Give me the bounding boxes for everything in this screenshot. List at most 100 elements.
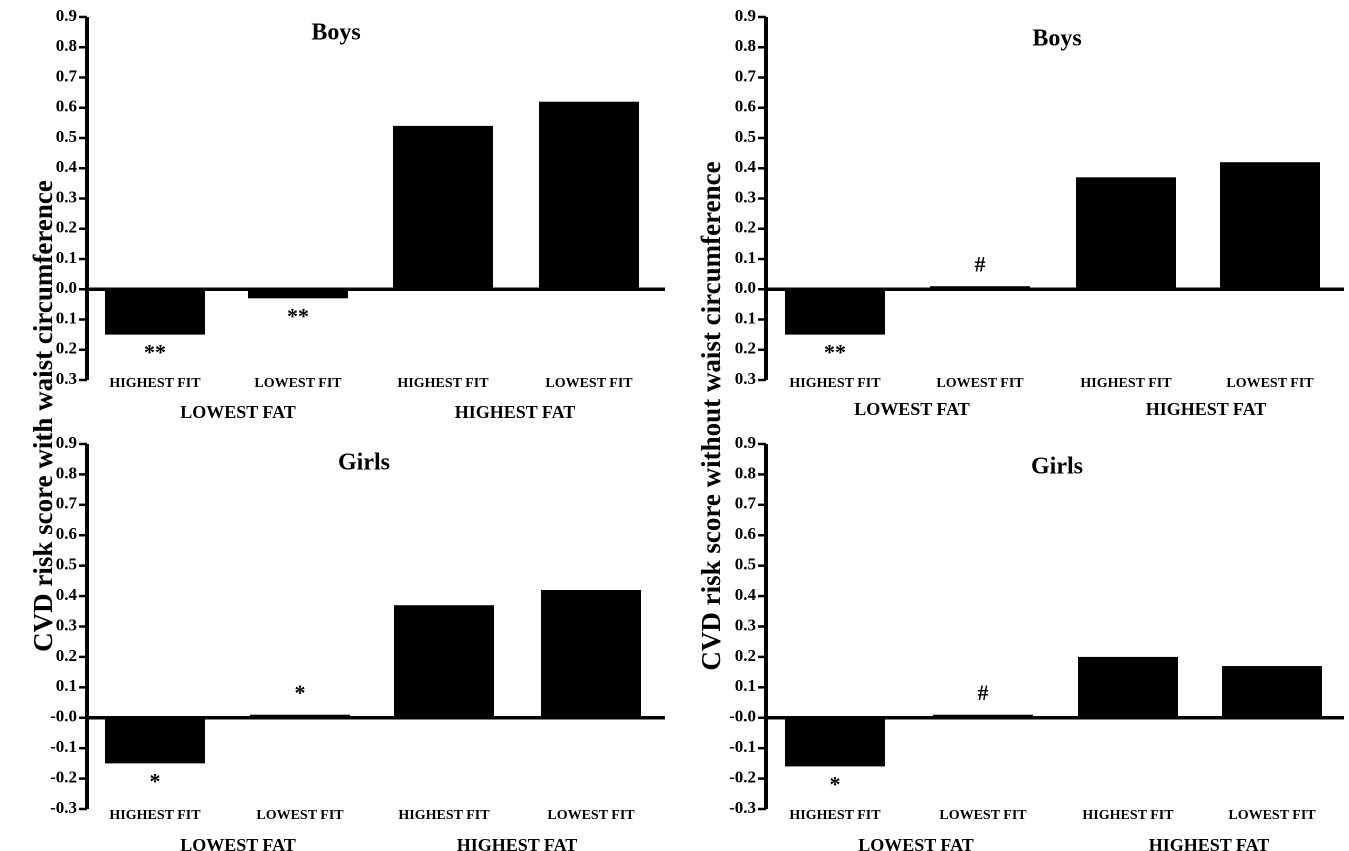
category-label: HIGHEST FIT xyxy=(789,808,881,823)
y-tick-label: 0.1 xyxy=(735,248,756,267)
bar-3 xyxy=(393,125,493,290)
y-tick-label: 0.2 xyxy=(56,218,77,237)
category-label: LOWEST FIT xyxy=(256,808,344,823)
category-label: HIGHEST FIT xyxy=(109,808,201,823)
y-tick-label: 0.5 xyxy=(56,555,77,574)
category-label: HIGHEST FIT xyxy=(1080,376,1172,391)
y-tick-label: 0.3 xyxy=(735,369,756,388)
bar-3 xyxy=(394,605,494,718)
category-label: LOWEST FIT xyxy=(939,808,1027,823)
chart-title: Girls xyxy=(338,450,390,476)
y-tick-label: 0.4 xyxy=(56,157,78,176)
bar-4 xyxy=(1222,666,1322,718)
y-tick-label: 0.9 xyxy=(735,6,756,25)
y-tick-label: 0.6 xyxy=(56,97,77,116)
y-tick-label: 0.1 xyxy=(735,308,756,327)
category-label: LOWEST FIT xyxy=(936,376,1024,391)
group-label: HIGHEST FAT xyxy=(1146,399,1267,419)
y-tick-label: -0.3 xyxy=(729,798,756,817)
y-tick-label: -0.2 xyxy=(50,767,77,786)
category-label: LOWEST FIT xyxy=(547,808,635,823)
bar-1 xyxy=(105,289,205,335)
y-axis-label-right: CVD risk score without waist circumferen… xyxy=(696,161,726,670)
category-label: LOWEST FIT xyxy=(545,376,633,391)
y-tick-label: 0.6 xyxy=(56,524,77,543)
significance-marker: # xyxy=(975,251,986,276)
category-label: HIGHEST FIT xyxy=(398,808,490,823)
bar-1 xyxy=(785,717,885,767)
y-tick-label: 0.5 xyxy=(56,127,77,146)
chart-panels: Boys 0.3 0.2 0.1 0.0 0.1 0.2 0.3 0.4 0.5 0.6 0.7 0.8… xyxy=(50,6,1344,851)
y-tick-label: 0.2 xyxy=(56,646,77,665)
bar-2 xyxy=(248,289,348,299)
y-tick-label: 0.8 xyxy=(56,36,77,55)
y-tick-label: 0.7 xyxy=(56,494,78,513)
y-tick-label: 0.3 xyxy=(735,615,756,634)
chart-panel-girls-with-wc: Girls -0.3 -0.2 -0.1 -0.0 0.1 0.2 0.3 0.4 0.5 0.6 0… xyxy=(50,433,665,851)
bar-3 xyxy=(1076,177,1176,290)
y-tick-label: 0.4 xyxy=(735,157,757,176)
group-label: HIGHEST FAT xyxy=(457,835,578,851)
y-tick-label: 0.2 xyxy=(56,339,77,358)
y-tick-label: 0.9 xyxy=(56,433,77,452)
y-tick-label: -0.3 xyxy=(50,798,77,817)
bar-4 xyxy=(1220,162,1320,290)
bar-3 xyxy=(1078,656,1178,718)
significance-marker: ** xyxy=(824,340,846,365)
y-tick-label: 0.1 xyxy=(56,248,77,267)
y-tick-label: 0.8 xyxy=(735,463,756,482)
category-label: HIGHEST FIT xyxy=(789,376,881,391)
significance-marker: * xyxy=(830,771,841,796)
y-tick-label: 0.4 xyxy=(735,585,757,604)
y-tick-label: 0.3 xyxy=(735,187,756,206)
y-tick-label: 0.1 xyxy=(56,308,77,327)
chart-title: Boys xyxy=(311,20,360,46)
chart-panel-boys-without-wc: Boys 0.3 0.2 0.1 0.0 0.1 0.2 0.3 0.4 0.5 0.6 0.7 0.8… xyxy=(735,6,1344,419)
chart-title: Girls xyxy=(1031,454,1083,480)
y-tick-label: -0.1 xyxy=(50,737,77,756)
y-tick-label: 0.7 xyxy=(735,494,757,513)
y-tick-label: 0.5 xyxy=(735,555,756,574)
y-tick-label: 0.2 xyxy=(735,339,756,358)
group-label: LOWEST FAT xyxy=(180,402,296,422)
category-label: HIGHEST FIT xyxy=(1082,808,1174,823)
significance-marker: ** xyxy=(144,340,166,365)
y-tick-label: 0.5 xyxy=(735,127,756,146)
chart-title: Boys xyxy=(1032,26,1081,52)
y-tick-label: 0.3 xyxy=(56,187,77,206)
y-tick-label: -0.2 xyxy=(729,767,756,786)
bar-4 xyxy=(541,590,641,718)
y-tick-label: -0.0 xyxy=(50,707,77,726)
y-tick-label: 0.8 xyxy=(735,36,756,55)
bar-1 xyxy=(785,289,885,335)
category-label: HIGHEST FIT xyxy=(109,376,201,391)
significance-marker: * xyxy=(295,680,306,705)
bar-4 xyxy=(539,101,639,290)
chart-panel-girls-without-wc: Girls -0.3 -0.2 -0.1 -0.0 0.1 0.2 0.3 0.4 0.5 0.6 0… xyxy=(729,433,1344,851)
group-label: LOWEST FAT xyxy=(858,835,974,851)
category-label: LOWEST FIT xyxy=(1226,376,1314,391)
y-tick-label: 0.9 xyxy=(735,433,756,452)
group-label: LOWEST FAT xyxy=(180,835,296,851)
group-label: LOWEST FAT xyxy=(854,399,970,419)
significance-marker: * xyxy=(150,768,161,793)
group-label: HIGHEST FAT xyxy=(1149,835,1270,851)
y-tick-label: 0.1 xyxy=(735,676,756,695)
bar-1 xyxy=(105,717,205,764)
chart-panel-boys-with-wc: Boys 0.3 0.2 0.1 0.0 0.1 0.2 0.3 0.4 0.5 0.6 0.7 0.8… xyxy=(56,6,665,422)
group-label: HIGHEST FAT xyxy=(455,402,576,422)
y-tick-label: -0.1 xyxy=(729,737,756,756)
y-tick-label: 0.7 xyxy=(56,66,78,85)
y-tick-label: 0.6 xyxy=(735,524,756,543)
significance-marker: ** xyxy=(287,303,309,328)
y-tick-label: 0.3 xyxy=(56,615,77,634)
significance-marker: # xyxy=(978,680,989,705)
y-tick-label: 0.0 xyxy=(56,278,77,297)
y-tick-label: 0.6 xyxy=(735,97,756,116)
y-tick-label: 0.4 xyxy=(56,585,78,604)
y-tick-label: -0.0 xyxy=(729,707,756,726)
category-label: LOWEST FIT xyxy=(254,376,342,391)
y-tick-label: 0.0 xyxy=(735,278,756,297)
category-label: HIGHEST FIT xyxy=(397,376,489,391)
